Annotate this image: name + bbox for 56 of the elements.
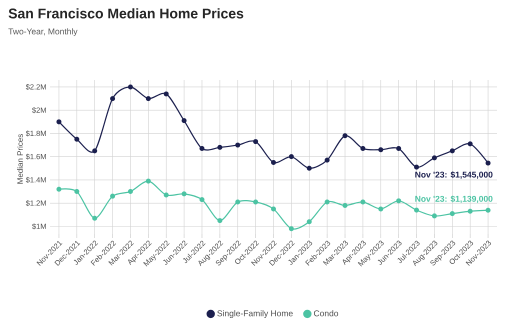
point bbox=[468, 208, 473, 214]
point bbox=[235, 199, 240, 204]
point bbox=[92, 216, 98, 221]
point bbox=[432, 213, 437, 218]
point bbox=[378, 206, 384, 212]
point bbox=[56, 186, 62, 192]
point bbox=[288, 154, 294, 160]
chart-subtitle: Two-Year, Monthly bbox=[8, 28, 78, 36]
point bbox=[182, 118, 187, 124]
point bbox=[56, 119, 62, 124]
point bbox=[378, 147, 384, 152]
point bbox=[486, 160, 491, 166]
point bbox=[235, 142, 240, 148]
point bbox=[486, 208, 491, 213]
point bbox=[253, 139, 258, 144]
point bbox=[414, 164, 420, 170]
legend-label: Single-Family Home bbox=[217, 310, 293, 318]
point bbox=[146, 178, 151, 184]
point bbox=[432, 155, 437, 160]
point bbox=[110, 194, 116, 199]
annotation: Nov '23: $1,545,000 bbox=[415, 171, 493, 179]
point bbox=[128, 84, 133, 90]
point bbox=[199, 197, 204, 202]
point bbox=[182, 191, 187, 196]
point bbox=[396, 146, 402, 152]
point bbox=[74, 136, 80, 142]
chart-title: San Francisco Median Home Prices bbox=[8, 8, 244, 18]
point bbox=[450, 148, 455, 154]
point bbox=[92, 148, 98, 154]
point bbox=[468, 141, 473, 146]
point bbox=[271, 206, 276, 212]
point bbox=[342, 133, 348, 138]
point bbox=[324, 158, 330, 163]
point bbox=[110, 96, 116, 102]
point bbox=[164, 192, 169, 198]
point bbox=[271, 160, 276, 165]
point bbox=[342, 202, 348, 208]
point bbox=[164, 91, 169, 96]
point bbox=[360, 146, 366, 152]
point bbox=[146, 96, 151, 102]
annotation: Nov '23: $1,139,000 bbox=[415, 195, 493, 204]
point bbox=[128, 189, 133, 194]
point bbox=[217, 218, 222, 224]
point bbox=[253, 199, 258, 204]
point bbox=[414, 208, 420, 213]
point bbox=[396, 198, 402, 204]
point bbox=[306, 166, 312, 171]
point bbox=[217, 144, 222, 150]
point bbox=[360, 199, 366, 204]
point bbox=[450, 211, 455, 216]
legend-label: Condo bbox=[314, 310, 338, 316]
point bbox=[306, 219, 312, 224]
point bbox=[288, 226, 294, 232]
point bbox=[74, 189, 80, 194]
point bbox=[324, 199, 330, 204]
point bbox=[199, 146, 204, 152]
